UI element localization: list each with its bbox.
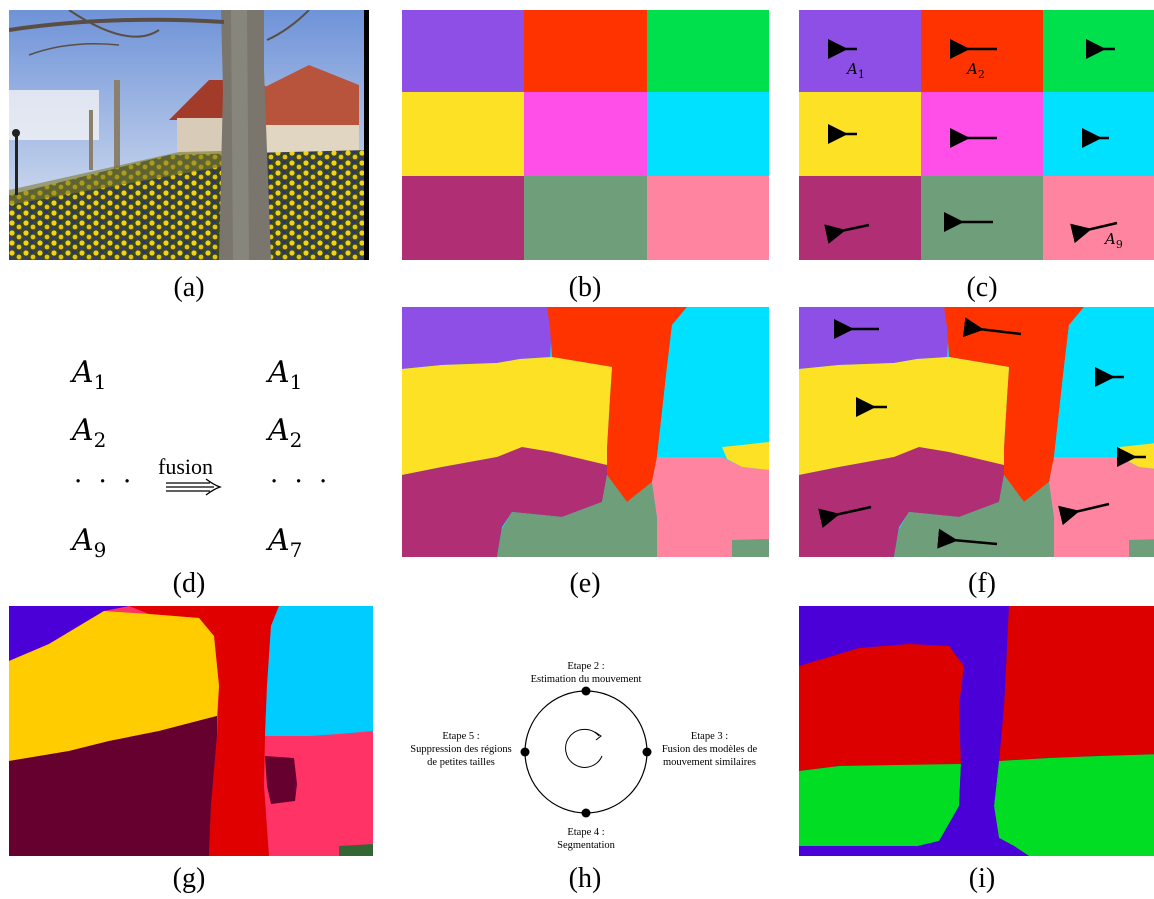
panel-d-fusion: A1 A2 · · · A9 fusion A1 A2 · · · A7: [60, 355, 350, 565]
caption-f: (f): [968, 568, 996, 599]
caption-b: (b): [568, 272, 602, 303]
right-a7: A7: [268, 523, 303, 562]
right-a1: A1: [268, 355, 303, 394]
right-dots: · · ·: [270, 467, 332, 497]
caption-h: (h): [568, 863, 602, 894]
left-a1: A1: [72, 355, 107, 394]
node-step5: [520, 747, 530, 757]
label-step5: Etape 5 : Suppression des régions de petit…: [410, 731, 512, 768]
caption-c: (c): [966, 272, 998, 303]
left-a2: A2: [72, 413, 107, 452]
caption-a: (a): [173, 272, 205, 303]
right-a2: A2: [268, 413, 303, 452]
panel-b-grid: [402, 10, 769, 260]
label-step3: Etape 3 : Fusion des modèles de mouvement …: [661, 731, 758, 768]
panel-e-segmentation: [402, 307, 769, 557]
panel-g-segmentation: [9, 606, 373, 856]
cycle-diagram: [520, 686, 652, 818]
panel-a-photo: [9, 10, 369, 260]
node-step2: [581, 686, 591, 696]
label-step2: Etape 2 : Estimation du mouvement: [530, 661, 642, 685]
panel-i-segmentation: [799, 606, 1154, 856]
panel-f-segmentation-arrows: [799, 307, 1154, 557]
node-step3: [642, 747, 652, 757]
panel-h-process-cycle: Etape 2 : Estimation du mouvement Etape 3…: [402, 640, 769, 860]
caption-d: (d): [172, 568, 206, 599]
panel-c-grid-arrows: A1 A2 A9: [799, 10, 1154, 260]
left-dots: · · ·: [74, 467, 136, 497]
fusion-label: fusion: [158, 454, 213, 479]
node-step4: [581, 808, 591, 818]
fusion-arrow: [166, 478, 222, 496]
caption-i: (i): [968, 863, 996, 894]
caption-g: (g): [172, 863, 206, 894]
label-a1: A1: [847, 60, 865, 81]
label-a2: A2: [967, 60, 985, 81]
caption-e: (e): [569, 568, 601, 599]
left-a9: A9: [72, 523, 107, 562]
label-a9: A9: [1105, 230, 1123, 251]
label-step4: Etape 4 : Segmentation: [557, 827, 615, 851]
